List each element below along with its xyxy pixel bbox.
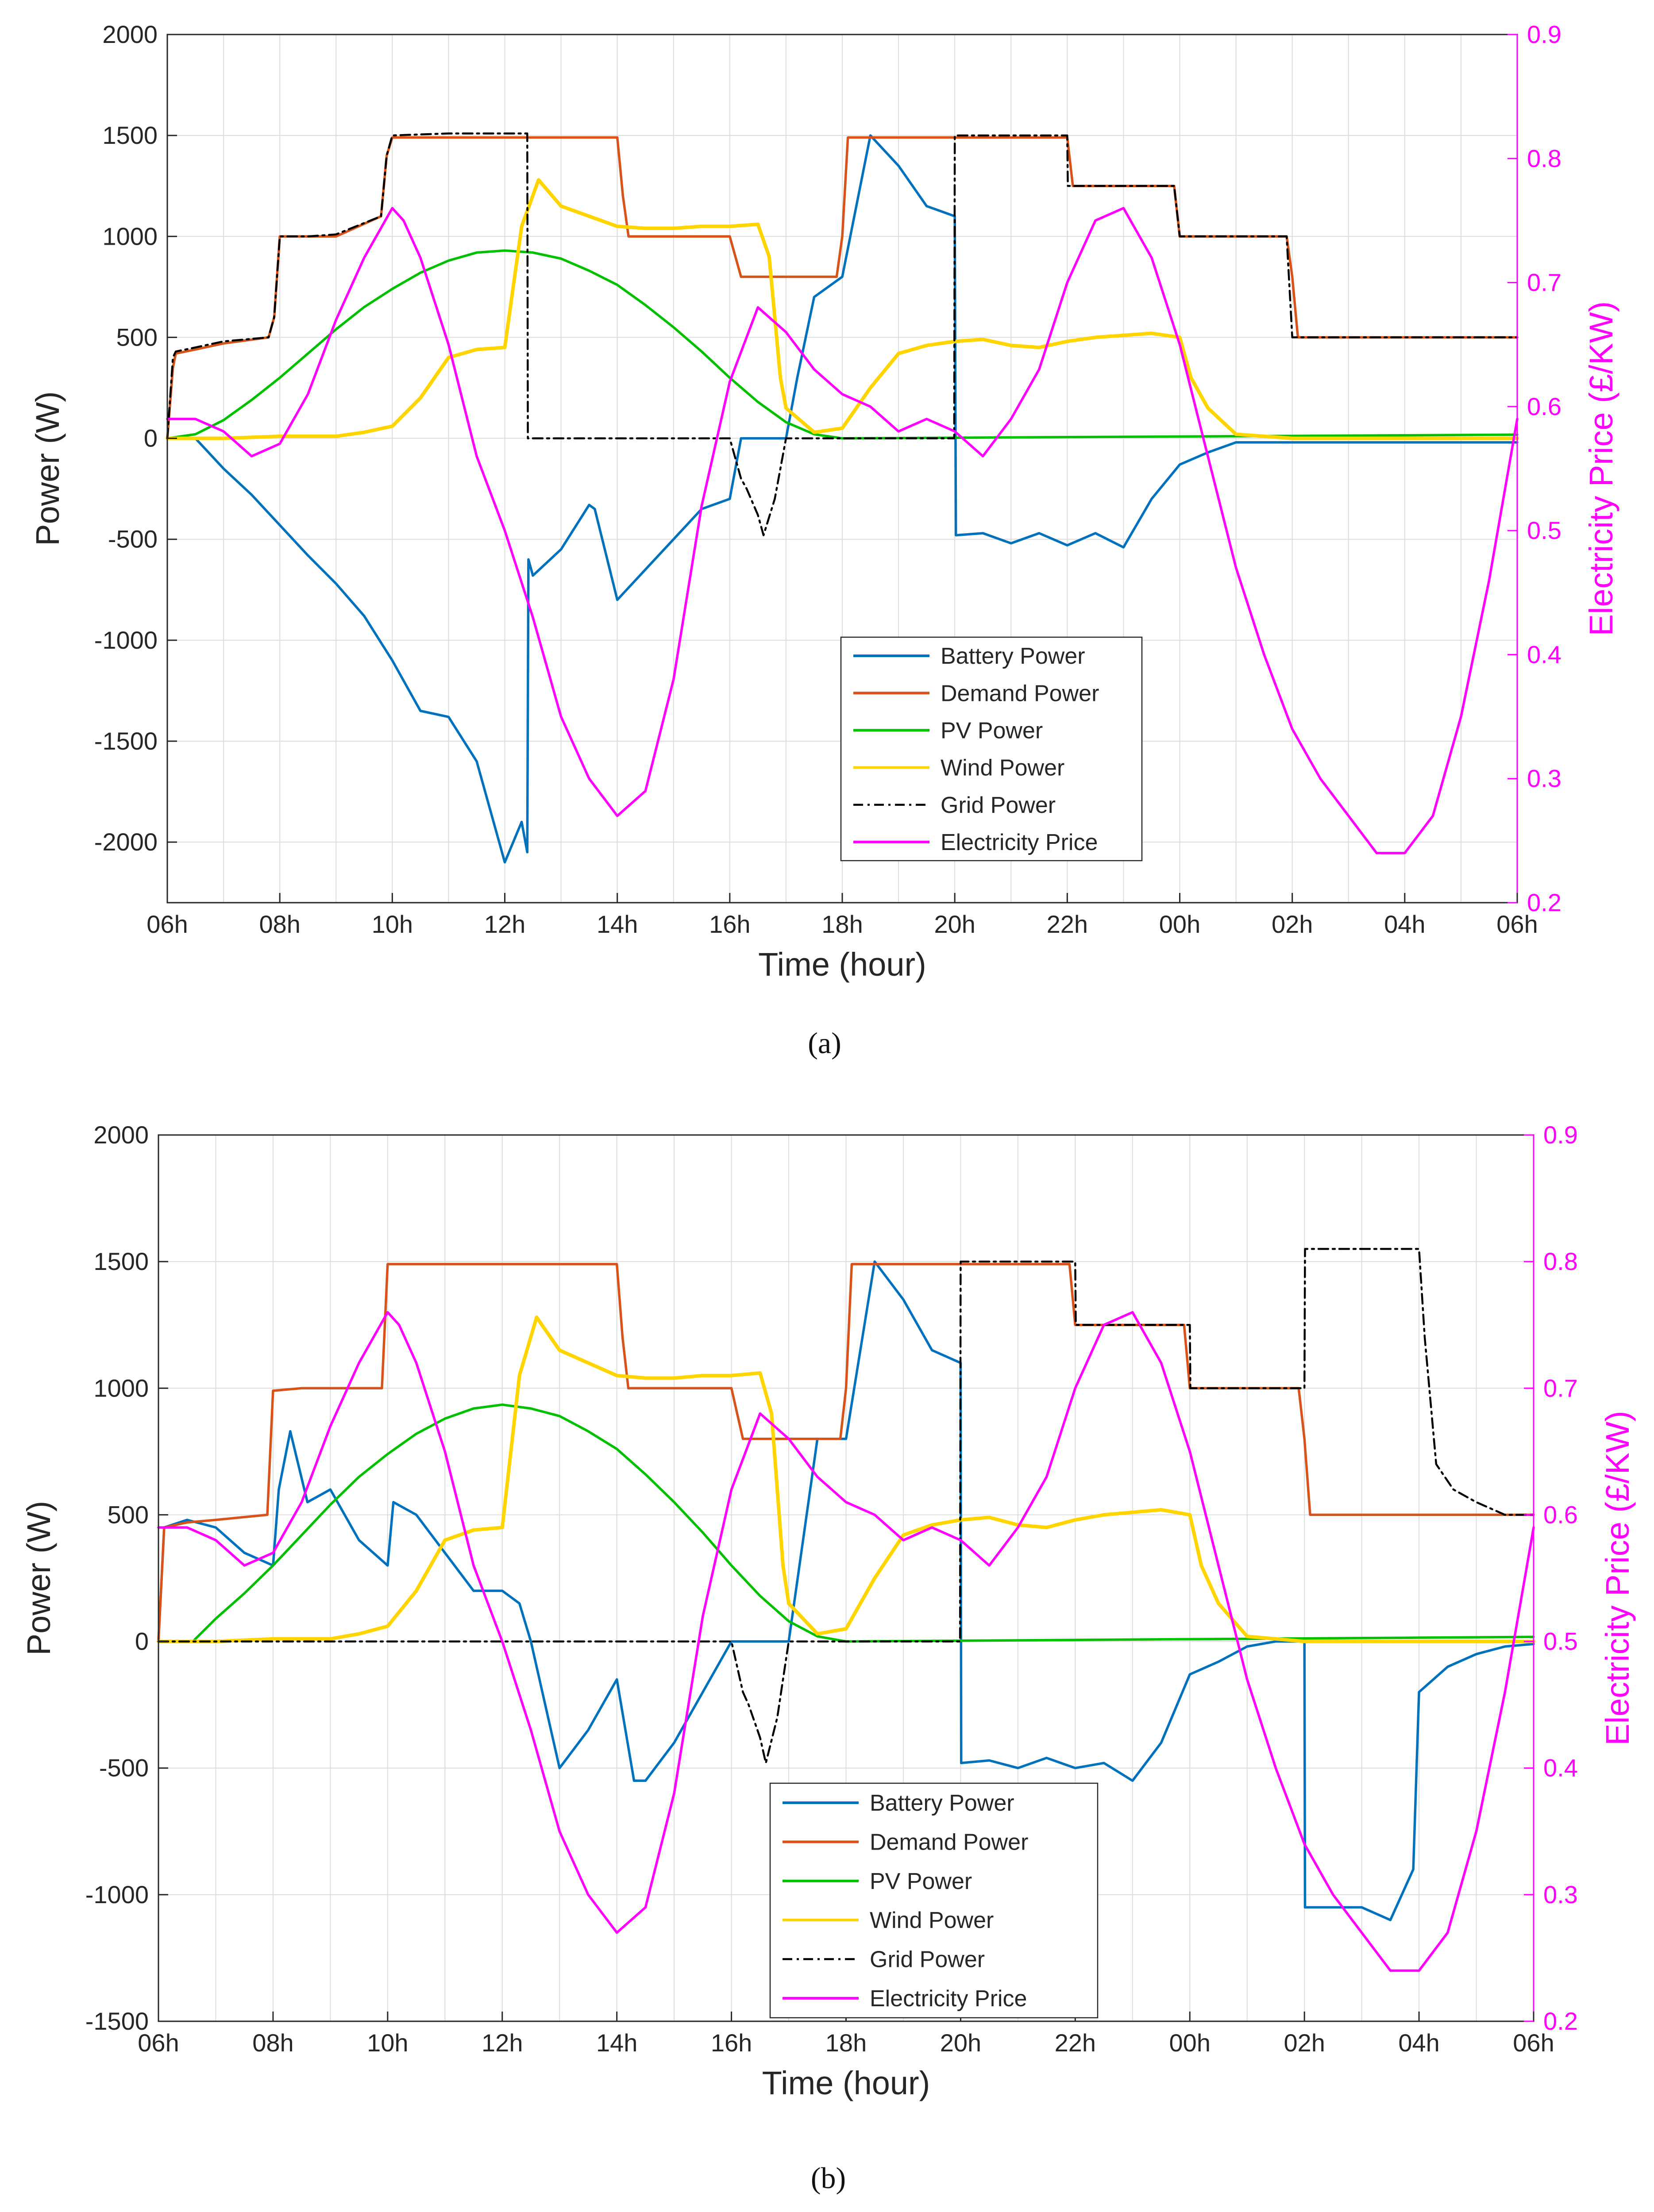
legend-label: Electricity Price — [870, 1986, 1027, 2012]
y-right-tick-label: 0.5 — [1543, 1627, 1578, 1655]
y-tick-label: -1000 — [85, 1881, 149, 1908]
chart-caption: (a) — [808, 1026, 841, 1060]
x-tick-label: 16h — [711, 2029, 752, 2057]
chart-1: 06h 08h 10h 12h 14h 16h 18h 20h 22h 00h 02h 04h 06h 2… — [29, 20, 1619, 1060]
y-axis-title: Power (W) — [29, 391, 66, 546]
x-tick-label: 20h — [934, 910, 975, 938]
y-right-tick-label: 0.3 — [1543, 1881, 1578, 1908]
y-right-tick-label: 0.6 — [1527, 392, 1561, 420]
series-line-demand-power — [166, 136, 1519, 440]
y-right-axis-title: Electricity Price (£/KW) — [1599, 1411, 1636, 1746]
y-right-tick-label: 0.3 — [1527, 765, 1561, 792]
chart-caption: (b) — [811, 2161, 846, 2195]
y-axis-title: Power (W) — [20, 1501, 57, 1655]
x-tick-label: 12h — [484, 910, 525, 938]
y-right-tick-label: 0.8 — [1527, 144, 1561, 172]
x-tick-label: 10h — [367, 2029, 408, 2057]
legend-label: Grid Power — [870, 1947, 985, 1973]
y-tick-label: 1500 — [93, 1247, 149, 1275]
x-tick-label: 20h — [940, 2029, 981, 2057]
legend-label: PV Power — [870, 1869, 972, 1894]
x-tick-label: 02h — [1272, 910, 1313, 938]
y-right-tick-label: 0.8 — [1543, 1247, 1578, 1275]
x-tick-label: 02h — [1284, 2029, 1325, 2057]
legend-label: Electricity Price — [941, 830, 1098, 855]
x-tick-label: 12h — [482, 2029, 523, 2057]
y-right-tick-label: 0.2 — [1543, 2007, 1578, 2035]
y-tick-label: 2000 — [93, 1121, 149, 1149]
y-tick-label: 1500 — [102, 121, 158, 149]
x-axis-title: Time (hour) — [758, 946, 926, 983]
series-line-grid-power — [166, 132, 1519, 536]
y-tick-label: -1000 — [94, 626, 158, 654]
legend-label: Battery Power — [870, 1790, 1014, 1816]
series-line-pv-power — [157, 1403, 1535, 1643]
x-tick-label: 18h — [825, 2029, 867, 2057]
y-tick-label: -500 — [99, 1754, 149, 1782]
y-right-tick-label: 0.7 — [1527, 269, 1561, 296]
series-line-wind-power — [166, 178, 1519, 440]
y-right-axis-title: Electricity Price (£/KW) — [1583, 301, 1619, 636]
x-tick-label: 16h — [709, 910, 750, 938]
x-tick-label: 18h — [821, 910, 863, 938]
series-line-battery-power — [166, 134, 1519, 864]
y-tick-label: 2000 — [102, 20, 158, 48]
y-tick-label: 1000 — [93, 1374, 149, 1402]
x-tick-label: 14h — [596, 2029, 637, 2057]
legend-box — [840, 636, 1143, 862]
y-right-tick-label: 0.5 — [1527, 516, 1561, 544]
y-tick-label: 500 — [108, 1500, 149, 1528]
y-tick-label: -2000 — [94, 828, 158, 856]
series-group — [157, 1248, 1535, 1972]
x-tick-label: 08h — [259, 910, 300, 938]
x-tick-label: 04h — [1384, 910, 1425, 938]
x-tick-label: 06h — [1513, 2029, 1554, 2057]
y-right-tick-label: 0.4 — [1543, 1754, 1578, 1782]
x-tick-label: 06h — [138, 2029, 179, 2057]
legend: Battery Power Demand Power PV Power Wind Po… — [769, 1782, 1099, 2019]
y-tick-label: 500 — [116, 323, 158, 351]
y-right-tick-label: 0.4 — [1527, 640, 1561, 668]
y-tick-label: -500 — [108, 525, 158, 553]
x-tick-label: 00h — [1159, 910, 1200, 938]
x-tick-label: 04h — [1398, 2029, 1439, 2057]
legend-label: PV Power — [941, 718, 1043, 743]
y-right-tick-label: 0.9 — [1543, 1121, 1578, 1149]
legend: Battery Power Demand Power PV Power Wind Po… — [840, 636, 1143, 862]
x-tick-label: 22h — [1047, 910, 1088, 938]
legend-label: Demand Power — [941, 681, 1099, 706]
y-tick-label: 0 — [144, 424, 158, 452]
x-tick-label: 00h — [1169, 2029, 1211, 2057]
y-right-tick-label: 0.9 — [1527, 20, 1561, 48]
y-right-tick-label: 0.6 — [1543, 1500, 1578, 1528]
legend-label: Grid Power — [941, 792, 1056, 818]
y-tick-label: 1000 — [102, 222, 158, 250]
legend-label: Wind Power — [941, 755, 1064, 781]
series-line-grid-power — [157, 1248, 1535, 1764]
x-tick-label: 06h — [1496, 910, 1538, 938]
y-tick-label: 0 — [135, 1627, 149, 1655]
y-right-tick-label: 0.7 — [1543, 1374, 1578, 1402]
series-line-wind-power — [157, 1316, 1535, 1643]
legend-label: Demand Power — [870, 1830, 1028, 1855]
y-tick-label: -1500 — [94, 727, 158, 755]
series-line-electricity-price — [157, 1311, 1535, 1972]
x-tick-label: 08h — [252, 2029, 293, 2057]
x-tick-label: 10h — [372, 910, 413, 938]
x-tick-label: 14h — [597, 910, 638, 938]
legend-label: Battery Power — [941, 643, 1085, 669]
y-tick-label: -1500 — [85, 2007, 149, 2035]
y-right-tick-label: 0.2 — [1527, 889, 1561, 916]
x-axis-title: Time (hour) — [762, 2065, 930, 2101]
legend-box — [769, 1782, 1099, 2019]
chart-2: 06h 08h 10h 12h 14h 16h 18h 20h 22h 00h 02h 04h 06h 2… — [20, 1121, 1636, 2195]
legend-label: Wind Power — [870, 1908, 994, 1933]
series-line-electricity-price — [166, 207, 1519, 854]
series-group — [166, 132, 1519, 864]
x-tick-label: 06h — [147, 910, 188, 938]
x-tick-label: 22h — [1055, 2029, 1096, 2057]
